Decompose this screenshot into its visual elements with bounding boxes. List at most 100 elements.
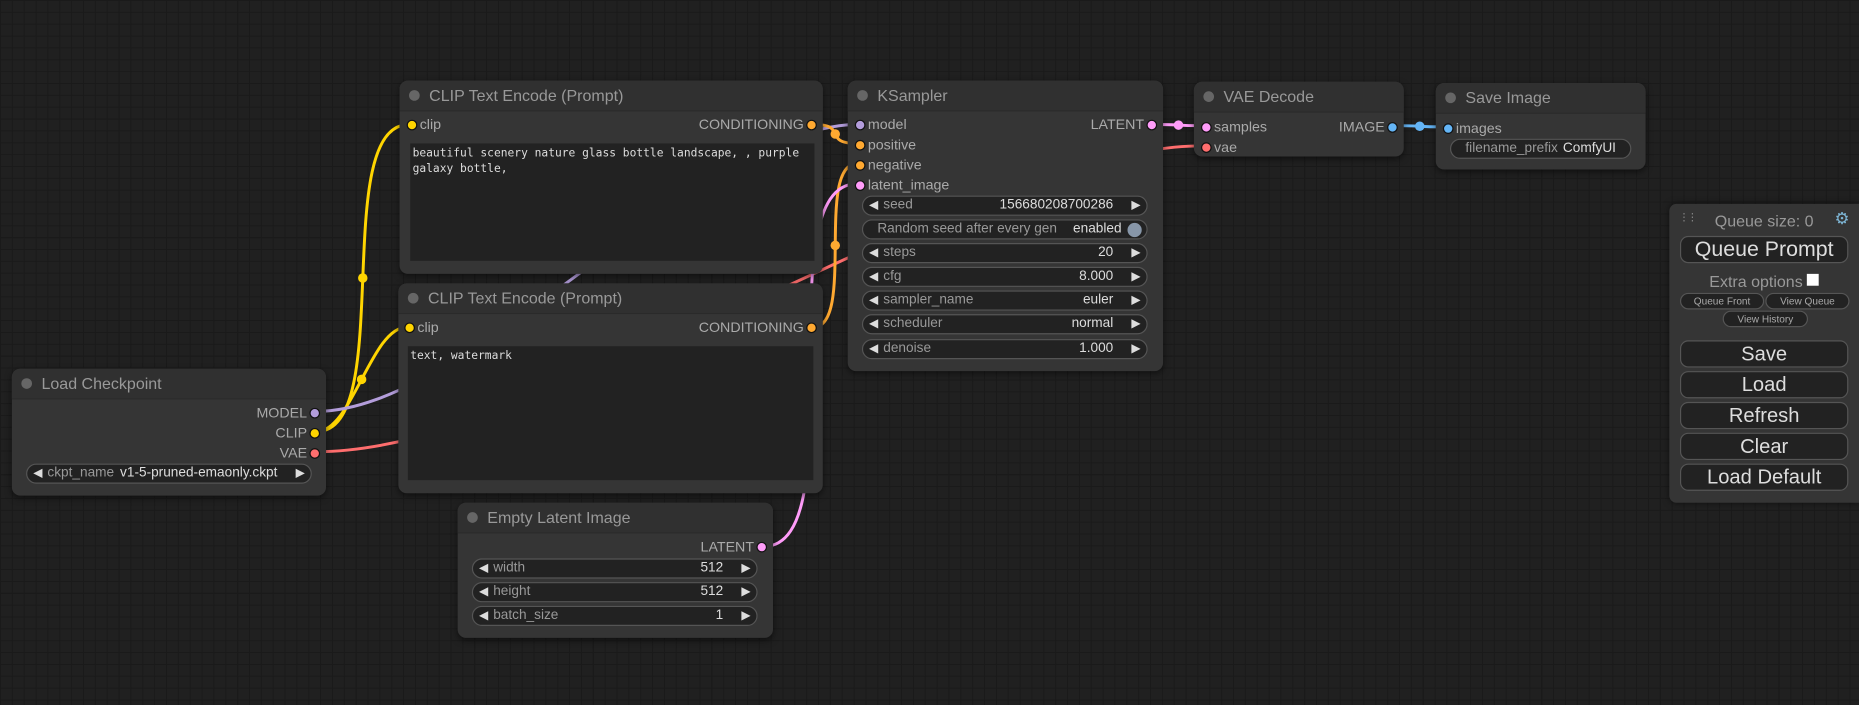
title-text: VAE Decode — [1223, 87, 1314, 106]
latent-image-input-slot[interactable] — [854, 180, 866, 191]
collapse-dot-icon[interactable] — [21, 378, 33, 389]
widget-label: seed — [883, 197, 913, 213]
images-input-slot[interactable] — [1442, 123, 1454, 134]
load-checkpoint-node[interactable]: Load Checkpoint MODEL CLIP VAE ◀ ckpt_nam… — [11, 368, 327, 496]
decrement-arrow-icon[interactable]: ◀ — [869, 199, 879, 213]
decrement-arrow-icon[interactable]: ◀ — [478, 585, 489, 599]
ckpt-name-combo[interactable]: ◀ ckpt_name v1-5-pruned-emaonly.ckpt ▶ — [26, 463, 312, 484]
conditioning-output-slot[interactable] — [806, 322, 817, 334]
load-button[interactable]: Load — [1679, 371, 1849, 399]
clip-text-encode-positive-node[interactable]: CLIP Text Encode (Prompt) clip CONDITION… — [399, 80, 823, 274]
denoise-widget[interactable]: ◀ denoise 1.000 ▶ — [861, 339, 1148, 360]
latent-output-slot[interactable] — [1146, 119, 1158, 131]
extra-options-label: Extra options — [1709, 272, 1803, 291]
view-queue-button[interactable]: View Queue — [1765, 292, 1850, 310]
increment-arrow-icon[interactable]: ▶ — [1131, 270, 1141, 284]
vae-input-slot[interactable] — [1201, 142, 1212, 153]
collapse-dot-icon[interactable] — [407, 292, 419, 304]
positive-wire-midpoint[interactable] — [830, 129, 840, 139]
toggle-knob-icon[interactable] — [1127, 222, 1142, 238]
collapse-dot-icon[interactable] — [467, 512, 478, 523]
decrement-arrow-icon[interactable]: ◀ — [869, 246, 879, 260]
batch-size-widget[interactable]: ◀ batch_size 1 ▶ — [471, 605, 758, 626]
widget-label: filename_prefix — [1465, 141, 1558, 156]
model-input-slot[interactable] — [854, 119, 866, 131]
decrement-arrow-icon[interactable]: ◀ — [869, 342, 879, 356]
decrement-arrow-icon[interactable]: ◀ — [869, 317, 879, 331]
increment-arrow-icon[interactable]: ▶ — [741, 585, 751, 599]
clip-input-slot[interactable] — [404, 322, 415, 334]
decrement-arrow-icon[interactable]: ◀ — [33, 467, 43, 481]
increment-arrow-icon[interactable]: ▶ — [1131, 199, 1141, 213]
extra-options-checkbox[interactable] — [1807, 273, 1820, 286]
clip-text-encode-negative-node[interactable]: CLIP Text Encode (Prompt) clip CONDITION… — [398, 283, 823, 494]
clip-output-slot[interactable] — [309, 427, 321, 439]
image-output-slot[interactable] — [1387, 122, 1398, 133]
prompt-textarea[interactable]: beautiful scenery nature glass bottle la… — [410, 143, 815, 261]
collapse-dot-icon[interactable] — [1203, 91, 1215, 102]
cfg-widget[interactable]: ◀ cfg 8.000 ▶ — [861, 266, 1148, 287]
load-default-button[interactable]: Load Default — [1679, 463, 1849, 491]
random-seed-toggle[interactable]: Random seed after every gen enabled — [861, 219, 1148, 240]
samples-input-slot[interactable] — [1201, 122, 1212, 133]
seed-widget[interactable]: ◀ seed 156680208700286 ▶ — [861, 195, 1148, 216]
node-title[interactable]: Load Checkpoint — [11, 368, 327, 400]
node-title[interactable]: CLIP Text Encode (Prompt) — [399, 80, 823, 112]
decrement-arrow-icon[interactable]: ◀ — [869, 294, 879, 308]
vae-decode-node[interactable]: VAE Decode samples vae IMAGE — [1193, 81, 1404, 157]
negative-input-slot[interactable] — [854, 160, 866, 171]
filename-prefix-field[interactable]: filename_prefix ComfyUI — [1449, 138, 1632, 159]
widget-value: ComfyUI — [1562, 141, 1616, 156]
collapse-dot-icon[interactable] — [857, 90, 868, 101]
conditioning-output-slot[interactable] — [806, 119, 817, 131]
decrement-arrow-icon[interactable]: ◀ — [478, 561, 489, 576]
vae-output-slot[interactable] — [309, 448, 321, 459]
height-widget[interactable]: ◀ height 512 ▶ — [471, 582, 758, 603]
scheduler-widget[interactable]: ◀ scheduler normal ▶ — [861, 314, 1148, 335]
save-button[interactable]: Save — [1679, 340, 1849, 368]
node-title[interactable]: KSampler — [847, 80, 1164, 112]
positive-input-slot[interactable] — [854, 139, 866, 151]
increment-arrow-icon[interactable]: ▶ — [1131, 246, 1141, 260]
clear-button[interactable]: Clear — [1679, 432, 1849, 461]
collapse-dot-icon[interactable] — [1445, 92, 1456, 104]
node-title[interactable]: CLIP Text Encode (Prompt) — [398, 283, 823, 315]
view-history-button[interactable]: View History — [1722, 310, 1809, 328]
sampler-name-widget[interactable]: ◀ sampler_name euler ▶ — [861, 290, 1148, 311]
ksampler-node[interactable]: KSampler model positive negative latent_… — [847, 80, 1164, 372]
samples-wire-midpoint[interactable] — [1173, 120, 1184, 130]
node-title[interactable]: Empty Latent Image — [457, 502, 774, 534]
increment-arrow-icon[interactable]: ▶ — [295, 467, 305, 481]
widget-label: scheduler — [883, 316, 943, 331]
node-title[interactable]: VAE Decode — [1193, 81, 1404, 113]
image-wire-midpoint[interactable] — [1415, 121, 1425, 132]
increment-arrow-icon[interactable]: ▶ — [1131, 294, 1141, 308]
increment-arrow-icon[interactable]: ▶ — [1131, 317, 1141, 331]
collapse-dot-icon[interactable] — [409, 90, 420, 101]
empty-latent-image-node[interactable]: Empty Latent Image LATENT ◀ width 512 ▶ ◀ he… — [457, 502, 774, 638]
widget-value: 20 — [1098, 245, 1114, 260]
refresh-button[interactable]: Refresh — [1679, 401, 1849, 430]
node-title[interactable]: Save Image — [1435, 82, 1646, 114]
settings-gear-icon[interactable]: ⚙ — [1834, 208, 1850, 228]
negative-wire-midpoint[interactable] — [830, 240, 840, 251]
queue-front-button[interactable]: Queue Front — [1679, 292, 1765, 310]
decrement-arrow-icon[interactable]: ◀ — [478, 609, 489, 623]
width-widget[interactable]: ◀ width 512 ▶ — [471, 558, 758, 579]
drag-handle-icon[interactable]: ⋮⋮ — [1678, 211, 1698, 223]
images-label: images — [1455, 119, 1502, 137]
clip-wire-midpoint[interactable] — [358, 273, 368, 283]
clip-wire-midpoint[interactable] — [356, 374, 367, 385]
steps-widget[interactable]: ◀ steps 20 ▶ — [861, 243, 1148, 264]
increment-arrow-icon[interactable]: ▶ — [741, 609, 751, 623]
save-image-node[interactable]: Save Image images filename_prefix ComfyUI — [1435, 82, 1646, 170]
increment-arrow-icon[interactable]: ▶ — [1131, 342, 1141, 356]
increment-arrow-icon[interactable]: ▶ — [741, 561, 751, 576]
model-output-slot[interactable] — [309, 407, 321, 419]
decrement-arrow-icon[interactable]: ◀ — [869, 270, 879, 284]
queue-prompt-button[interactable]: Queue Prompt — [1679, 235, 1849, 264]
clip-input-slot[interactable] — [406, 119, 418, 131]
prompt-textarea[interactable]: text, watermark — [407, 346, 814, 481]
latent-output-slot[interactable] — [756, 541, 768, 553]
